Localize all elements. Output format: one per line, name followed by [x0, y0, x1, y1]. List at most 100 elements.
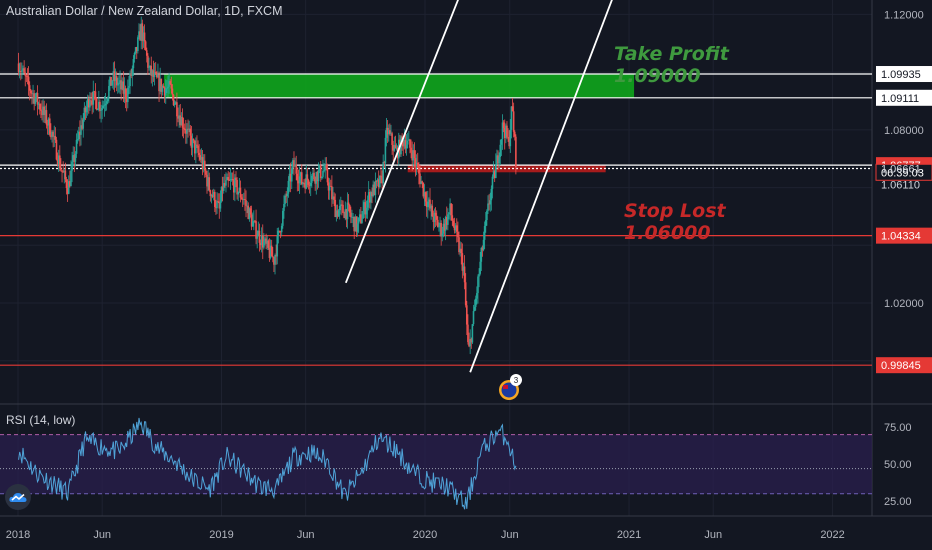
candle-body: [424, 192, 427, 202]
candle-body: [438, 226, 440, 228]
candle-body: [322, 170, 324, 177]
candle-body: [55, 139, 58, 160]
candle-body: [197, 145, 199, 153]
candle-body: [157, 74, 159, 78]
stop-loss-note[interactable]: Stop Lost 1.06000: [624, 200, 726, 244]
candle-body: [222, 183, 225, 191]
price-axis[interactable]: 1.120001.080001.020001.099351.091111.067…: [875, 9, 932, 508]
candle-body: [440, 222, 442, 237]
candle-body: [463, 266, 466, 283]
candle-body: [173, 104, 176, 106]
candle-body: [70, 170, 72, 187]
au-flag-event-icon[interactable]: 3: [499, 374, 522, 400]
candle-body: [275, 255, 277, 257]
candle-body: [328, 185, 331, 191]
candle-body: [497, 155, 499, 164]
tradingview-cloud-icon[interactable]: [5, 484, 31, 510]
candle-body: [432, 216, 435, 222]
candle-body: [443, 223, 446, 231]
candle-body: [256, 236, 258, 239]
candle-body: [44, 110, 47, 115]
candle-body: [221, 186, 224, 191]
candle-body: [189, 128, 192, 136]
candle-body: [418, 166, 420, 174]
candle-body: [201, 157, 204, 169]
candle-body: [163, 87, 166, 96]
candle-body: [296, 173, 299, 181]
candle-body: [425, 201, 428, 208]
candle-body: [411, 152, 413, 161]
candle-body: [481, 247, 484, 251]
candle-body: [52, 131, 54, 137]
take-profit-zone: [164, 74, 635, 98]
candle-body: [166, 88, 168, 89]
time-tick: 2022: [820, 529, 844, 541]
candle-body: [99, 101, 101, 112]
rsi-tick: 75.00: [884, 422, 912, 434]
event-badge: 3: [514, 376, 519, 385]
candle-body: [145, 50, 148, 56]
candle-body: [303, 182, 305, 184]
candle-body: [482, 239, 485, 251]
candle-body: [179, 115, 182, 126]
candle-body: [297, 180, 300, 184]
candle-body: [431, 205, 434, 217]
candle-body: [294, 164, 296, 167]
candle-body: [46, 124, 49, 126]
candle-body: [412, 150, 415, 161]
candle-body: [241, 198, 244, 200]
candle-body: [434, 212, 437, 216]
candle-body: [198, 152, 200, 156]
candle-body: [131, 68, 134, 76]
candle-body: [289, 173, 292, 182]
candle-body: [403, 140, 406, 147]
candle-body: [143, 32, 146, 42]
candle-body: [395, 147, 398, 149]
candle-body: [167, 86, 169, 89]
candle-body: [253, 220, 255, 222]
candle-body: [448, 212, 450, 215]
candle-body: [271, 256, 274, 258]
candle-body: [423, 192, 426, 197]
symbol-title[interactable]: Australian Dollar / New Zealand Dollar, …: [6, 4, 283, 18]
candle-body: [317, 170, 320, 182]
candle-body: [332, 196, 334, 200]
candle-body: [274, 255, 276, 265]
candle-body: [326, 168, 329, 183]
rsi-title[interactable]: RSI (14, low): [6, 413, 76, 427]
candle-body: [212, 191, 215, 197]
candle-body: [181, 117, 184, 128]
candle-body: [159, 78, 161, 92]
candle-body: [115, 76, 118, 86]
candle-body: [286, 193, 289, 197]
candle-body: [232, 180, 235, 193]
trendline: [469, 0, 613, 373]
candle-body: [471, 324, 474, 343]
take-profit-note[interactable]: Take Profit 1.09000: [614, 43, 729, 87]
candle-body: [508, 137, 510, 147]
time-tick: Jun: [93, 529, 111, 541]
candle-body: [489, 200, 492, 205]
candle-body: [469, 339, 471, 347]
time-tick: Jun: [501, 529, 519, 541]
candle-body: [282, 210, 284, 226]
candle-body: [461, 253, 464, 271]
time-axis[interactable]: 2018 Jun 2019 Jun 2020 Jun 2021 Jun 2022: [6, 529, 845, 541]
candle-body: [104, 103, 107, 106]
candle-body: [404, 140, 407, 149]
candle-body: [59, 155, 61, 169]
candle-body: [361, 218, 363, 223]
candle-body: [190, 135, 193, 148]
candle-body: [249, 208, 252, 215]
candle-body: [394, 145, 397, 149]
take-profit-label: Take Profit: [614, 43, 729, 65]
trendlines[interactable]: [344, 0, 620, 373]
candle-body: [217, 201, 219, 202]
candle-body: [168, 81, 170, 87]
candle-body: [30, 90, 32, 94]
candle-body: [196, 144, 198, 146]
candle-body: [486, 210, 488, 221]
candle-body: [151, 70, 154, 76]
price-label-bg: [876, 227, 932, 244]
